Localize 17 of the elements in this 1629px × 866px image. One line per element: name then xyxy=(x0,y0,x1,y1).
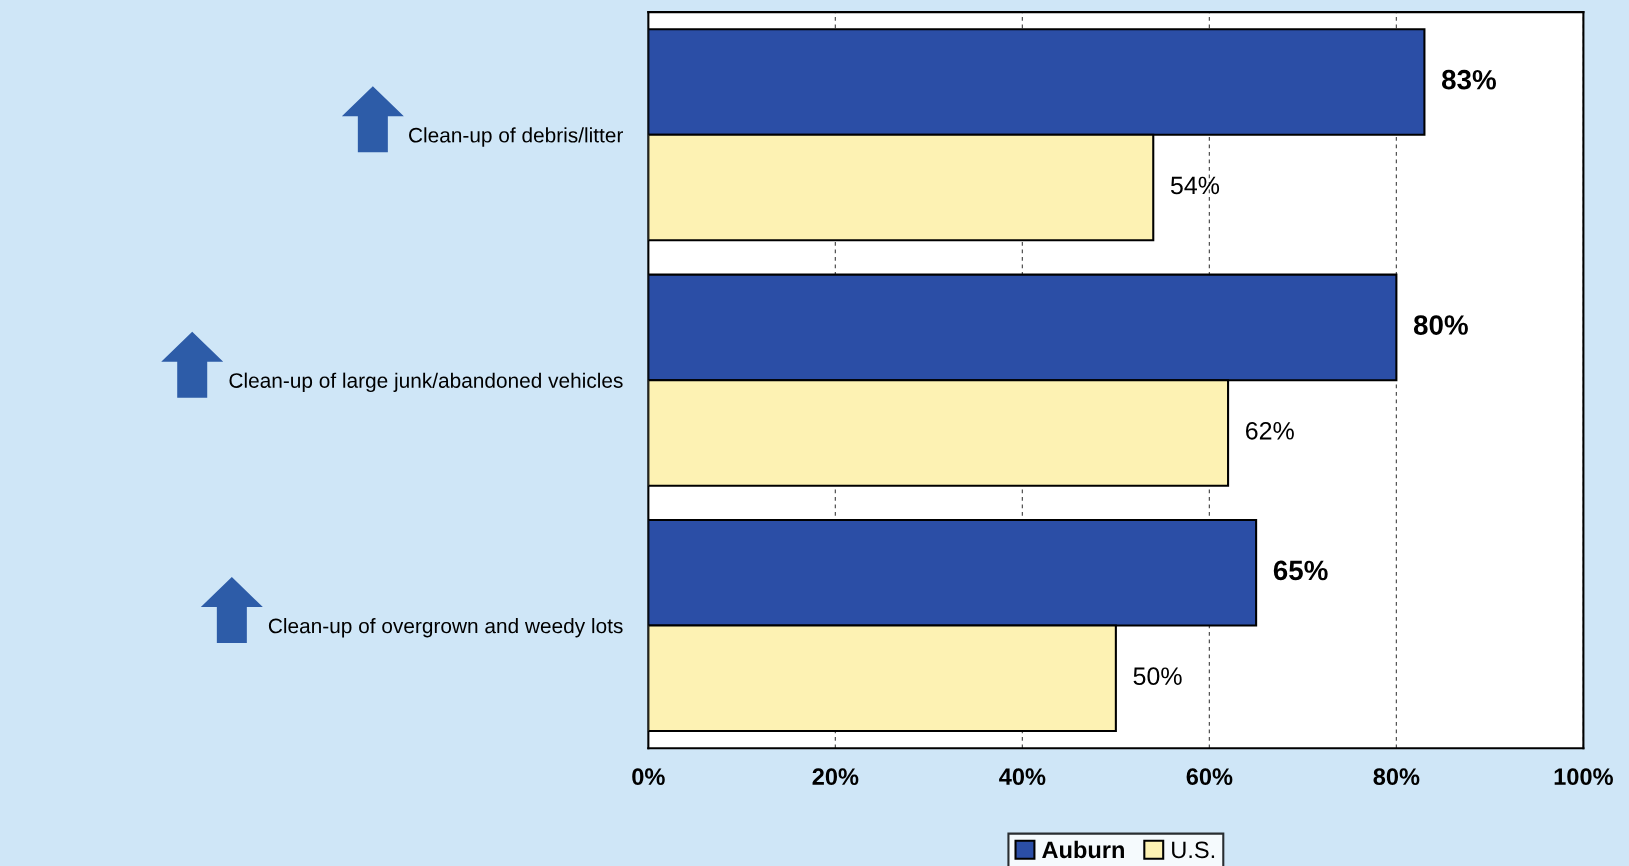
y-tick-label: Clean-up of large junk/abandoned vehicles xyxy=(229,372,623,393)
y-tick-label: Clean-up of debris/litter xyxy=(409,127,624,147)
x-tick-label: 60% xyxy=(1186,768,1233,786)
y-tick-label: Clean-up of overgrown and weedy lots xyxy=(268,617,623,638)
x-tick-label: 20% xyxy=(812,768,859,786)
text: 83% xyxy=(1441,69,1496,90)
text: 80% xyxy=(1413,315,1468,335)
text: 62% xyxy=(1246,421,1294,440)
text: 54% xyxy=(1170,176,1220,195)
x-tick-label: 80% xyxy=(1373,768,1420,786)
x-tick-label: 40% xyxy=(999,768,1046,786)
legend-label: U.S. xyxy=(1172,841,1215,859)
x-tick-label: 0% xyxy=(632,768,665,786)
x-tick-label: 100% xyxy=(1554,768,1613,786)
text: 50% xyxy=(1133,667,1182,686)
text: 65% xyxy=(1273,560,1328,581)
legend-label: Auburn xyxy=(1042,840,1124,859)
